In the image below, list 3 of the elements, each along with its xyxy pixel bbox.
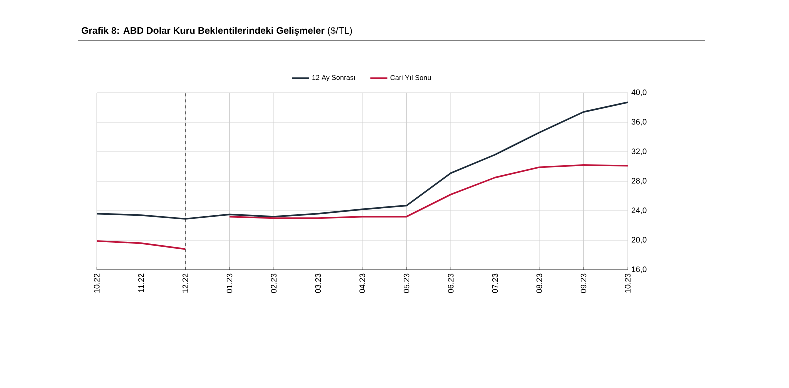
line-series	[228, 164, 628, 220]
line-series	[97, 102, 628, 220]
chart-title: Grafik 8: ABD Dolar Kuru Beklentilerindeki Gelişmeler ($/TL)	[82, 26, 352, 36]
